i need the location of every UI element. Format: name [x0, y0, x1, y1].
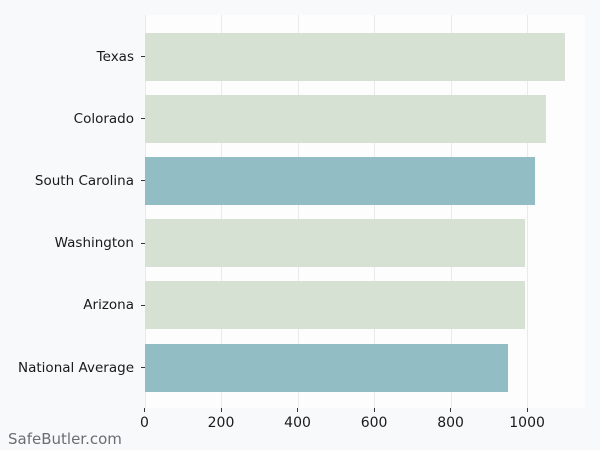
- y-tick-label-washington: Washington: [54, 235, 134, 252]
- bar-texas: [144, 32, 566, 81]
- y-tick-washington: Washington: [0, 219, 145, 267]
- y-tick-label-arizona: Arizona: [83, 297, 134, 314]
- y-tick-label-south-carolina: South Carolina: [34, 172, 134, 189]
- bar-arizona: [144, 281, 526, 330]
- y-tick-label-colorado: Colorado: [73, 110, 134, 127]
- x-tick-mark-200: [220, 408, 222, 412]
- bar-washington: [144, 219, 526, 268]
- y-tick-south-carolina: South Carolina: [0, 157, 145, 205]
- y-tick-mark-texas: [140, 56, 145, 57]
- y-tick-arizona: Arizona: [0, 281, 145, 329]
- x-tick-mark-400: [297, 408, 299, 412]
- x-tick-label-0: 0: [140, 415, 149, 431]
- x-tick-mark-0: [144, 408, 145, 412]
- y-tick-texas: Texas: [0, 33, 145, 81]
- x-tick-mark-600: [373, 408, 375, 412]
- y-tick-mark-arizona: [140, 304, 145, 306]
- x-tick-label-400: 400: [284, 415, 311, 431]
- x-tick-label-800: 800: [437, 415, 464, 431]
- bar-south-carolina: [144, 156, 535, 205]
- x-tick-label-600: 600: [360, 415, 388, 431]
- bar-national-average: [144, 343, 508, 392]
- y-tick-national-average: National Average: [0, 344, 145, 392]
- y-tick-label-texas: Texas: [96, 48, 134, 65]
- gridline-800: [450, 15, 452, 408]
- gridline-400: [297, 15, 299, 408]
- gridline-200: [221, 15, 223, 408]
- plot-area: [144, 15, 585, 408]
- gridline-1000: [527, 15, 529, 408]
- gridline-0: [144, 15, 146, 408]
- y-tick-colorado: Colorado: [0, 95, 145, 143]
- watermark: SafeButler.com: [8, 430, 122, 448]
- y-tick-mark-washington: [140, 242, 145, 244]
- bar-colorado: [144, 94, 547, 143]
- x-tick-mark-800: [450, 408, 452, 412]
- x-tick-label-1000: 1000: [509, 415, 545, 431]
- y-tick-mark-south-carolina: [140, 180, 145, 182]
- y-tick-label-national-average: National Average: [18, 359, 134, 376]
- gridline-600: [374, 15, 376, 408]
- x-tick-label-200: 200: [207, 415, 235, 431]
- x-tick-mark-1000: [526, 408, 528, 412]
- y-tick-mark-colorado: [140, 118, 145, 120]
- y-tick-mark-national-average: [140, 367, 145, 368]
